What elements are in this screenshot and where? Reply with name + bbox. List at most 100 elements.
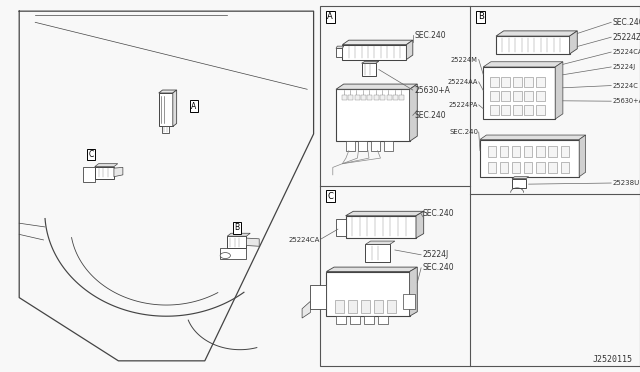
- Bar: [561, 146, 569, 157]
- Bar: [387, 95, 392, 100]
- Text: C: C: [88, 150, 93, 159]
- Bar: [393, 95, 398, 100]
- Text: 25224PA: 25224PA: [448, 102, 477, 108]
- Bar: [501, 91, 510, 101]
- Polygon shape: [302, 301, 310, 318]
- Polygon shape: [173, 90, 177, 126]
- Bar: [501, 105, 510, 115]
- Polygon shape: [83, 167, 95, 182]
- Text: 25224AA: 25224AA: [447, 79, 477, 85]
- Bar: [501, 77, 510, 87]
- Bar: [561, 162, 569, 173]
- Polygon shape: [416, 211, 424, 238]
- Bar: [536, 91, 545, 101]
- Text: SEC.240: SEC.240: [414, 111, 445, 120]
- Bar: [548, 162, 557, 173]
- Text: 25224M: 25224M: [451, 57, 477, 62]
- Polygon shape: [227, 233, 250, 236]
- Bar: [536, 162, 545, 173]
- Bar: [367, 95, 372, 100]
- Text: 25224J: 25224J: [422, 250, 449, 259]
- Polygon shape: [480, 135, 586, 140]
- Text: C: C: [327, 192, 333, 201]
- Bar: [361, 95, 366, 100]
- Polygon shape: [114, 167, 123, 177]
- Text: B: B: [477, 12, 484, 21]
- Polygon shape: [378, 316, 388, 324]
- Bar: [513, 77, 522, 87]
- Text: SEC.240: SEC.240: [422, 209, 454, 218]
- Bar: [380, 95, 385, 100]
- Text: A: A: [191, 102, 196, 110]
- Bar: [548, 146, 557, 157]
- Bar: [348, 300, 357, 313]
- Text: SEC.240: SEC.240: [612, 18, 640, 27]
- Text: SEC.240: SEC.240: [450, 129, 479, 135]
- Text: 25630+A: 25630+A: [414, 86, 450, 94]
- Polygon shape: [358, 141, 367, 151]
- Bar: [387, 300, 396, 313]
- Bar: [512, 146, 520, 157]
- Bar: [512, 162, 520, 173]
- Bar: [536, 77, 545, 87]
- Polygon shape: [342, 40, 413, 45]
- Bar: [355, 95, 360, 100]
- Polygon shape: [159, 93, 173, 126]
- Polygon shape: [336, 219, 346, 236]
- Polygon shape: [95, 164, 118, 167]
- Polygon shape: [512, 177, 529, 179]
- Bar: [348, 95, 353, 100]
- Bar: [524, 105, 533, 115]
- Polygon shape: [346, 141, 355, 151]
- Bar: [374, 95, 379, 100]
- Bar: [320, 6, 640, 366]
- Bar: [500, 162, 508, 173]
- Polygon shape: [362, 63, 376, 76]
- Polygon shape: [496, 31, 577, 36]
- Text: 25224J: 25224J: [612, 64, 636, 70]
- Text: 25630+A: 25630+A: [612, 98, 640, 104]
- Polygon shape: [483, 62, 563, 67]
- Polygon shape: [362, 61, 379, 63]
- Polygon shape: [159, 90, 177, 93]
- Polygon shape: [496, 36, 570, 54]
- Polygon shape: [336, 316, 346, 324]
- Polygon shape: [346, 211, 424, 216]
- Text: A: A: [328, 12, 333, 21]
- Polygon shape: [220, 248, 246, 259]
- Bar: [524, 146, 532, 157]
- Text: SEC.240: SEC.240: [414, 31, 445, 40]
- Polygon shape: [384, 141, 393, 151]
- Polygon shape: [227, 236, 246, 248]
- Bar: [488, 162, 496, 173]
- Bar: [335, 300, 344, 313]
- Polygon shape: [346, 216, 416, 238]
- Bar: [524, 91, 533, 101]
- Text: 25238U: 25238U: [612, 180, 640, 186]
- Polygon shape: [310, 285, 326, 309]
- Polygon shape: [579, 135, 586, 177]
- Polygon shape: [246, 238, 259, 246]
- Polygon shape: [570, 31, 577, 54]
- Bar: [513, 91, 522, 101]
- Text: 25224Z: 25224Z: [612, 33, 640, 42]
- Bar: [513, 105, 522, 115]
- Polygon shape: [410, 267, 417, 316]
- Bar: [374, 300, 383, 313]
- Text: 25224CA: 25224CA: [289, 237, 320, 243]
- Bar: [399, 95, 404, 100]
- Text: B: B: [234, 223, 239, 232]
- Polygon shape: [364, 316, 374, 324]
- Bar: [361, 300, 370, 313]
- Bar: [488, 146, 496, 157]
- Bar: [490, 105, 499, 115]
- Polygon shape: [336, 89, 410, 141]
- Bar: [490, 77, 499, 87]
- Polygon shape: [336, 84, 417, 89]
- Polygon shape: [342, 45, 406, 60]
- Polygon shape: [512, 179, 526, 188]
- Polygon shape: [336, 48, 342, 57]
- Circle shape: [220, 253, 230, 259]
- Polygon shape: [326, 267, 417, 272]
- Bar: [403, 294, 415, 309]
